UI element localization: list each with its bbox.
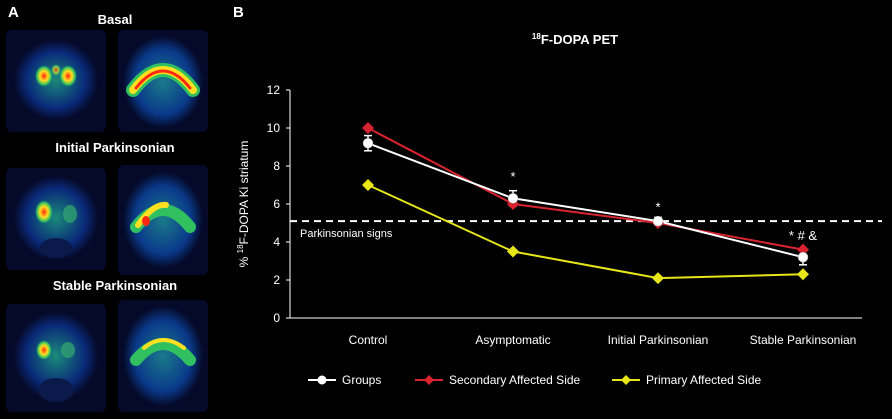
y-axis-label-prefix: % xyxy=(237,253,251,267)
pet-scan-basal-coronal xyxy=(6,30,106,132)
point-groups xyxy=(652,215,664,227)
x-tick-label: Stable Parkinsonian xyxy=(750,333,857,347)
legend-marker-groups xyxy=(317,375,327,385)
chart-title: 18F-DOPA PET xyxy=(532,32,618,47)
row-title-stable-parkinsonian: Stable Parkinsonian xyxy=(52,278,178,293)
y-axis-label-superscript: 18 xyxy=(236,244,245,253)
series-line-primary-affected-side xyxy=(367,184,804,280)
y-tick-label: 8 xyxy=(273,159,280,173)
chart-title-main: F-DOPA PET xyxy=(541,32,618,47)
panel-a-label: A xyxy=(8,4,19,21)
threshold-label: Parkinsonian signs xyxy=(300,228,393,240)
chart-title-superscript: 18 xyxy=(532,32,541,41)
y-tick-label: 2 xyxy=(273,273,280,287)
y-tick-label: 10 xyxy=(267,121,281,135)
point-secondary-affected-side xyxy=(797,243,809,256)
y-tick-label: 6 xyxy=(273,197,280,211)
point-primary-affected-side xyxy=(362,179,374,191)
x-tick-label: Asymptomatic xyxy=(475,333,550,347)
y-tick-label: 4 xyxy=(273,235,280,249)
significance-annotation: * xyxy=(510,169,515,184)
point-groups xyxy=(362,137,374,149)
y-tick-label: 0 xyxy=(273,311,280,325)
series-line-secondary-affected-side xyxy=(367,127,804,251)
pet-scan-stable-axial xyxy=(118,300,208,412)
pet-scan-initial-axial xyxy=(118,165,208,275)
panel-b-label: B xyxy=(233,4,244,21)
pet-scan-basal-axial xyxy=(118,30,208,132)
point-primary-affected-side xyxy=(797,268,809,281)
point-secondary-affected-side xyxy=(362,122,374,134)
y-axis-label-main: F-DOPA Ki striatum xyxy=(237,141,251,245)
pet-scan-initial-coronal xyxy=(6,168,106,270)
significance-annotation: * xyxy=(655,200,660,215)
point-primary-affected-side xyxy=(652,272,664,285)
x-tick-label: Initial Parkinsonian xyxy=(608,333,709,347)
y-axis-label: % 18F-DOPA Ki striatum xyxy=(236,141,251,268)
legend-label-secondary-affected-side: Secondary Affected Side xyxy=(449,373,581,387)
significance-annotation: * # & xyxy=(789,228,818,243)
series-line-groups xyxy=(367,142,804,259)
row-title-initial-parkinsonian: Initial Parkinsonian xyxy=(55,140,175,155)
point-groups xyxy=(507,193,519,204)
row-title-basal: Basal xyxy=(97,12,133,27)
legend-marker-secondary-affected-side xyxy=(424,375,434,385)
point-primary-affected-side xyxy=(507,245,519,258)
x-tick-label: Control xyxy=(349,333,388,347)
point-groups xyxy=(797,251,809,263)
legend-label-primary-affected-side: Primary Affected Side xyxy=(646,373,761,387)
pet-scan-stable-coronal xyxy=(6,304,106,412)
legend-marker-primary-affected-side xyxy=(621,375,631,385)
y-tick-label: 12 xyxy=(267,83,281,97)
legend-label-groups: Groups xyxy=(342,373,381,387)
